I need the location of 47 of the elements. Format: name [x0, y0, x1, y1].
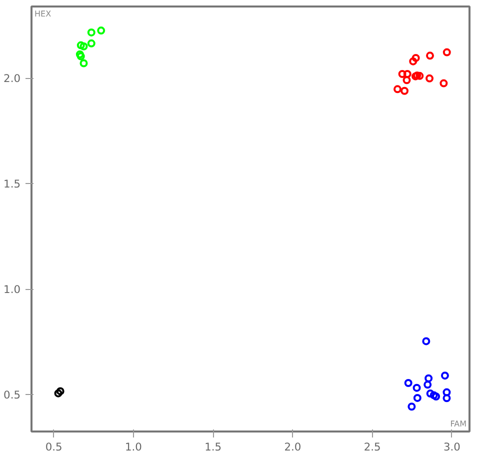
point	[412, 54, 420, 62]
x-tick-label: 1.0	[124, 440, 142, 454]
point	[442, 388, 451, 396]
point	[440, 372, 449, 380]
point	[76, 41, 85, 50]
x-tick-label: 2.0	[284, 440, 302, 454]
point	[442, 394, 451, 402]
point	[426, 74, 434, 82]
x-tick-label: 0.5	[45, 440, 62, 454]
x-tick-label: 3.0	[444, 440, 461, 454]
point	[413, 394, 422, 402]
point	[76, 52, 85, 60]
point	[432, 392, 440, 400]
y-axis-title: HEX	[34, 10, 52, 18]
point	[412, 384, 421, 392]
point	[424, 380, 432, 389]
point	[56, 387, 64, 396]
point	[426, 52, 434, 60]
point	[97, 26, 106, 35]
point	[403, 70, 412, 78]
x-tick-label: 1.5	[204, 440, 222, 454]
y-tick-label: 1.0	[4, 283, 21, 296]
point	[416, 72, 424, 80]
point	[409, 57, 418, 66]
y-tick-label: 1.5	[4, 178, 21, 191]
point	[400, 86, 409, 95]
y-tick-label: 2.0	[4, 72, 21, 86]
point	[398, 70, 406, 78]
point	[440, 79, 448, 88]
point	[76, 50, 84, 58]
point	[80, 42, 88, 50]
point	[402, 76, 411, 84]
point	[80, 59, 88, 68]
y-tick-label: 0.5	[4, 388, 21, 402]
point	[54, 389, 62, 398]
point	[87, 28, 96, 36]
point	[426, 390, 434, 398]
point	[404, 378, 412, 387]
point	[422, 337, 430, 346]
point	[408, 402, 416, 411]
point	[430, 391, 438, 400]
x-axis-title: FAM	[450, 420, 467, 428]
x-tick-label: 2.5	[364, 440, 381, 454]
point	[442, 48, 451, 56]
point	[87, 39, 96, 48]
point	[394, 85, 402, 94]
point	[424, 374, 433, 382]
